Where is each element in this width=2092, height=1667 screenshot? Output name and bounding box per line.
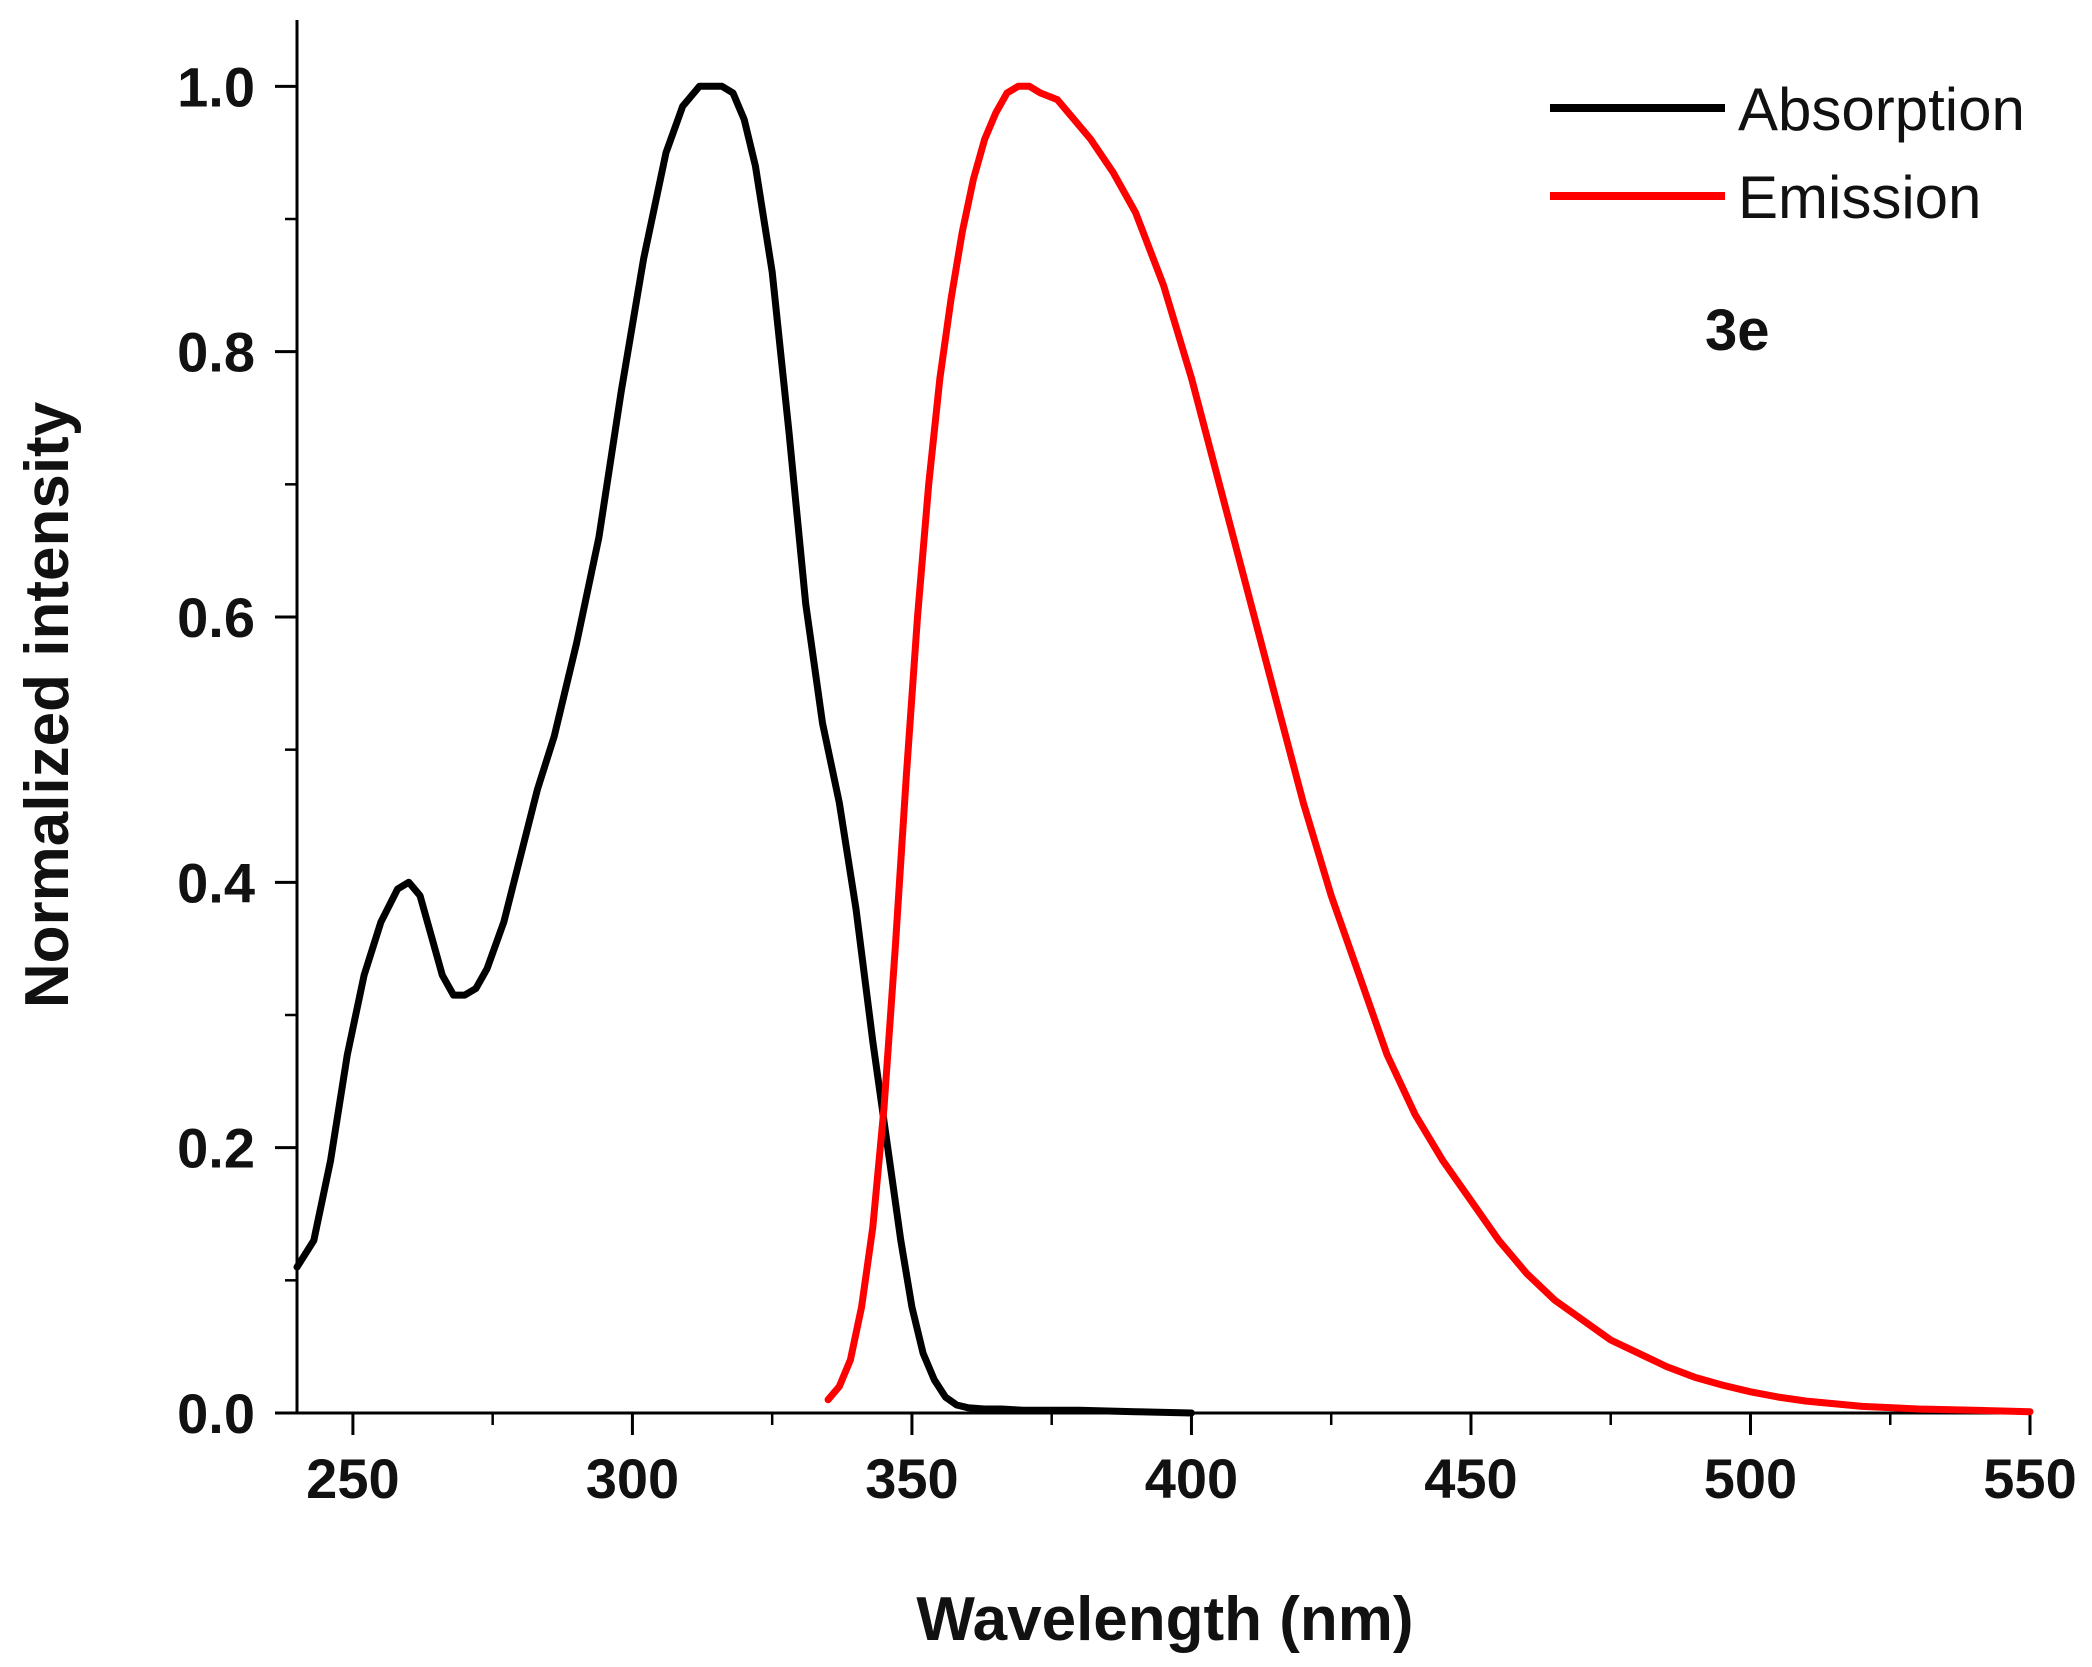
x-tick-label: 300 <box>586 1447 679 1510</box>
x-tick-label: 450 <box>1424 1447 1517 1510</box>
x-tick-label: 500 <box>1704 1447 1797 1510</box>
x-tick-label: 400 <box>1145 1447 1238 1510</box>
x-tick-label: 550 <box>1983 1447 2076 1510</box>
y-tick-label: 0.0 <box>177 1382 255 1445</box>
emission-series-line <box>824 82 2034 1416</box>
y-tick-label: 0.2 <box>177 1117 255 1180</box>
axes: 250 300 350 400 450 500 550 0.0 0.2 0.4 0.6 0.8 1.0 <box>177 20 2077 1510</box>
compound-annotation: 3e <box>1705 298 1770 363</box>
y-tick-label: 1.0 <box>177 55 255 118</box>
y-axis-title: Normalized intensity <box>13 401 82 1008</box>
x-tick-label: 350 <box>865 1447 958 1510</box>
legend: Absorption Emission <box>1550 76 2025 231</box>
y-tick-label: 0.8 <box>177 321 255 384</box>
series-lines <box>293 82 2034 1417</box>
legend-label-absorption: Absorption <box>1738 76 2025 143</box>
x-axis-title: Wavelength (nm) <box>916 1585 1413 1654</box>
x-tick-label: 250 <box>306 1447 399 1510</box>
y-tick-label: 0.6 <box>177 586 255 649</box>
legend-label-emission: Emission <box>1738 164 1981 231</box>
absorption-series-line <box>293 82 1195 1417</box>
y-tick-label: 0.4 <box>177 851 255 914</box>
